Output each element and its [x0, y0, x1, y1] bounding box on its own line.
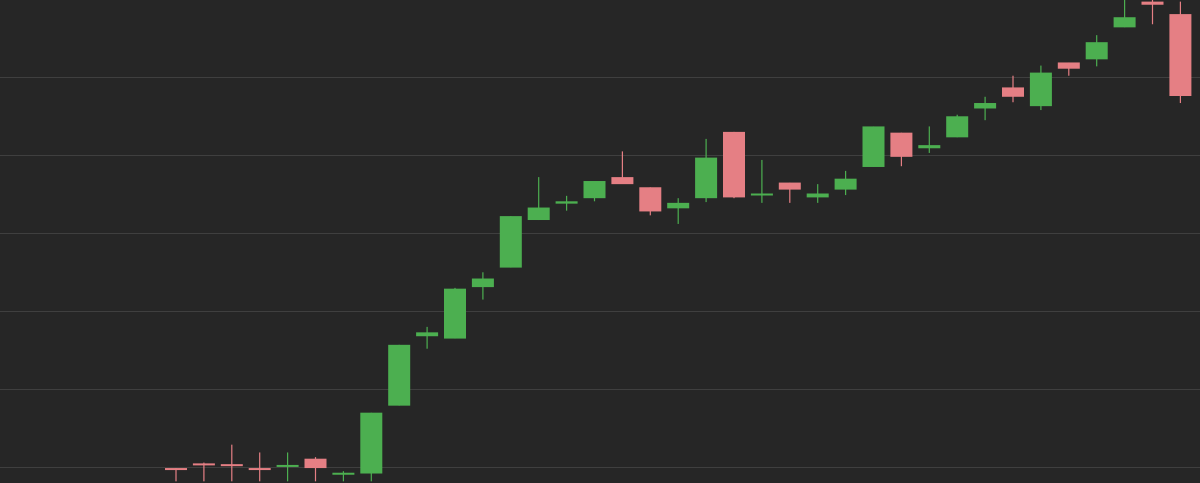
candle-body [1057, 62, 1080, 69]
candle-body [360, 412, 383, 474]
candle-28 [946, 114, 969, 138]
candle-body [388, 344, 411, 406]
candle-9 [416, 326, 439, 349]
candle-14 [555, 195, 578, 211]
candle-3 [248, 452, 271, 482]
candle-body [806, 193, 829, 198]
candle-body [918, 145, 941, 149]
candle-body [1141, 1, 1164, 5]
candle-34 [1113, 0, 1136, 28]
gridlines [0, 77, 1200, 468]
candle-body [444, 288, 466, 339]
candle-11 [471, 272, 494, 300]
candle-4 [276, 452, 299, 482]
candle-26 [890, 132, 913, 167]
candle-18 [667, 198, 690, 224]
candle-35 [1141, 0, 1164, 25]
candle-body [1002, 87, 1024, 97]
candle-25 [862, 126, 885, 167]
candle-body [1085, 42, 1108, 60]
candle-body [1169, 14, 1192, 97]
candle-33 [1085, 35, 1108, 67]
candle-body [890, 132, 913, 157]
candle-10 [444, 287, 466, 339]
candle-23 [806, 184, 829, 203]
candle-body [555, 201, 578, 204]
candle-32 [1057, 62, 1080, 76]
candle-body [332, 472, 355, 475]
candles [165, 0, 1192, 482]
candle-body [611, 177, 634, 185]
candle-29 [974, 96, 997, 121]
candle-20 [723, 131, 745, 199]
candle-body [304, 458, 327, 469]
candle-30 [1002, 75, 1024, 103]
candle-body [946, 116, 969, 138]
candle-body [276, 464, 299, 467]
candle-13 [527, 177, 550, 221]
candle-body [778, 182, 801, 190]
candle-24 [834, 170, 857, 196]
candle-15 [583, 181, 606, 202]
candle-body [527, 207, 550, 221]
candle-0 [165, 468, 187, 482]
candle-body [471, 278, 494, 288]
candle-31 [1029, 65, 1052, 111]
candle-body [639, 187, 662, 212]
candle-7 [360, 412, 383, 482]
candle-8 [388, 344, 411, 406]
candle-19 [695, 138, 718, 203]
candle-body [248, 468, 271, 471]
candle-27 [918, 126, 941, 153]
candle-body [416, 332, 439, 337]
candle-17 [639, 187, 662, 216]
candle-body [1029, 72, 1052, 107]
candle-body [695, 157, 718, 199]
candle-body [974, 103, 997, 109]
candle-22 [778, 182, 801, 203]
candle-5 [304, 457, 327, 482]
candle-6 [332, 471, 355, 482]
candle-36 [1169, 1, 1192, 104]
candle-body [499, 216, 522, 268]
candle-body [667, 202, 690, 209]
candle-16 [611, 151, 634, 185]
candle-1 [192, 462, 215, 482]
candle-body [723, 131, 745, 198]
candle-body [750, 193, 773, 196]
candle-2 [220, 444, 243, 482]
candle-body [165, 468, 187, 471]
candle-21 [750, 159, 773, 203]
candle-12 [499, 216, 522, 268]
candle-body [583, 181, 606, 199]
candle-body [220, 464, 243, 467]
candle-body [192, 463, 215, 466]
candle-body [1113, 17, 1136, 28]
candle-body [834, 178, 857, 190]
candle-body [862, 126, 885, 167]
